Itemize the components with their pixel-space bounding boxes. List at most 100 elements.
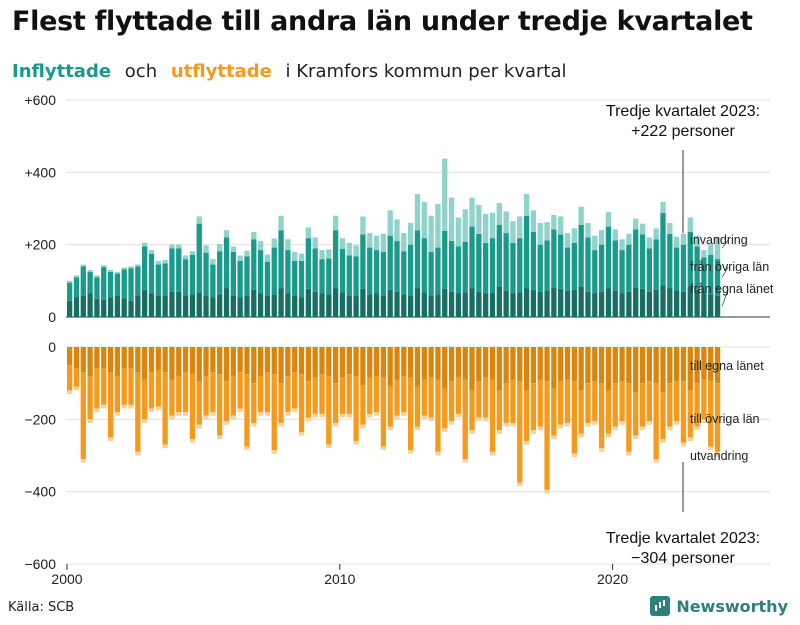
bar-out-utvandring [189, 439, 196, 443]
bar-out-utvandring [217, 435, 223, 440]
bar-out-utvandring [496, 430, 502, 434]
bar-out-ovriga [182, 372, 189, 413]
subtitle-inflyttade: Inflyttade [12, 61, 112, 82]
bar-out-utvandring [667, 426, 673, 431]
bar-out-utvandring [633, 435, 639, 440]
bar-in-egna [462, 292, 468, 317]
bar-out-utvandring [223, 421, 230, 425]
bar-in-ovriga [455, 246, 462, 294]
bar-out-utvandring [462, 459, 468, 463]
bar-out-utvandring [319, 413, 325, 418]
brand-name: Newsworthy [676, 596, 788, 616]
bar-in-ovriga [558, 234, 564, 289]
bar-in-ovriga [510, 242, 516, 294]
bar-out-egna [339, 347, 346, 378]
bar-in-egna [73, 297, 80, 317]
bar-in-egna [476, 291, 482, 317]
bar-in-invandring [230, 246, 236, 252]
bar-in-ovriga [585, 237, 591, 292]
bar-out-utvandring [264, 412, 271, 416]
bar-in-invandring [107, 269, 114, 272]
bar-in-ovriga [251, 239, 257, 290]
series-label-out-utvandring: utvandring [690, 449, 748, 463]
bar-out-utvandring [428, 417, 434, 422]
bar-out-ovriga [646, 381, 652, 422]
bar-out-ovriga [701, 379, 707, 420]
bar-out-ovriga [462, 379, 468, 460]
bar-in-ovriga [121, 269, 127, 299]
bar-in-ovriga [101, 267, 107, 300]
bar-in-ovriga [339, 249, 346, 293]
bar-out-ovriga [558, 381, 564, 425]
bar-in-invandring [367, 233, 373, 248]
bar-in-ovriga [373, 250, 380, 294]
bar-out-egna [373, 347, 380, 376]
bar-out-ovriga [73, 368, 80, 387]
series-label-in-ovriga: från övriga län [690, 260, 769, 274]
bar-out-ovriga [530, 383, 537, 431]
bar-out-utvandring [326, 444, 332, 449]
bar-out-egna [571, 347, 577, 382]
bar-in-invandring [517, 216, 523, 239]
bar-out-ovriga [210, 372, 216, 413]
bar-out-egna [114, 347, 121, 376]
bar-out-egna [237, 347, 243, 373]
bar-in-ovriga [114, 273, 121, 296]
bar-in-egna [217, 294, 223, 317]
bar-in-invandring [687, 217, 693, 233]
bar-in-ovriga [387, 235, 393, 290]
bar-in-egna [401, 294, 407, 317]
bar-in-invandring [339, 238, 346, 250]
bar-out-egna [408, 347, 414, 378]
bar-in-egna [114, 295, 121, 317]
bar-out-egna [223, 347, 230, 382]
bar-in-ovriga [483, 242, 489, 294]
bar-out-egna [142, 347, 148, 380]
bar-in-invandring [646, 237, 652, 249]
bar-in-ovriga [605, 226, 612, 289]
bar-in-egna [660, 285, 666, 317]
bar-out-ovriga [414, 386, 421, 427]
bar-out-egna [469, 347, 475, 391]
bar-in-invandring [421, 201, 427, 239]
bar-out-egna [394, 347, 400, 380]
bar-out-utvandring [544, 489, 550, 494]
bar-in-ovriga [667, 233, 673, 289]
bar-in-invandring [462, 209, 468, 242]
bar-in-egna [708, 294, 714, 317]
bar-out-ovriga [196, 381, 202, 425]
bar-in-ovriga [244, 256, 250, 297]
bar-in-egna [585, 291, 591, 317]
bar-in-ovriga [694, 246, 700, 290]
bar-out-egna [169, 347, 175, 380]
bar-in-invandring [592, 235, 598, 251]
y-tick-label-top: +200 [24, 237, 56, 253]
bar-in-egna [551, 287, 557, 317]
bar-out-utvandring [619, 421, 625, 425]
bar-out-egna [510, 347, 516, 380]
bar-in-invandring [667, 222, 673, 234]
bar-out-ovriga [339, 377, 346, 414]
bar-in-ovriga [442, 230, 448, 289]
bar-in-egna [517, 292, 523, 317]
bar-in-ovriga [401, 251, 407, 295]
bar-in-ovriga [476, 233, 482, 292]
bar-out-utvandring [230, 415, 236, 420]
bar-out-ovriga [455, 377, 462, 414]
bar-in-invandring [626, 233, 632, 245]
bar-in-ovriga [496, 224, 502, 287]
bar-out-ovriga [353, 375, 359, 442]
bar-out-egna [592, 347, 598, 382]
bar-out-ovriga [367, 377, 373, 414]
bar-in-egna [612, 290, 618, 317]
bar-in-ovriga [564, 247, 571, 291]
bar-out-utvandring [380, 446, 387, 451]
annotation-top-line1: Tredje kvartalet 2023: [606, 103, 760, 120]
bar-in-ovriga [673, 247, 680, 291]
bar-in-ovriga [230, 251, 236, 296]
bar-out-utvandring [346, 413, 352, 418]
bar-out-ovriga [483, 377, 489, 418]
y-tick-label-bottom: −400 [24, 484, 56, 500]
bar-out-egna [298, 347, 305, 375]
y-tick-label-top: +400 [24, 164, 56, 180]
